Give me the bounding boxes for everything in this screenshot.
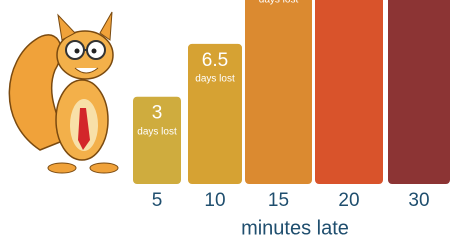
chart: minutes late 3 days lost 5 6.5 days lost 10 da… bbox=[0, 0, 450, 242]
x-axis-label: minutes late bbox=[241, 217, 349, 239]
bar bbox=[245, 0, 312, 184]
bar bbox=[388, 0, 450, 184]
x-tick-label: 20 bbox=[338, 190, 359, 211]
unit-label: days lost bbox=[195, 73, 235, 84]
x-tick-label: 10 bbox=[204, 190, 225, 211]
x-tick-label: 5 bbox=[152, 190, 163, 211]
unit-label: days lost bbox=[137, 126, 177, 137]
squirrel-mascot bbox=[9, 12, 118, 173]
x-tick-label: 30 bbox=[408, 190, 429, 211]
bar bbox=[315, 0, 383, 184]
unit-label: days lost bbox=[259, 0, 299, 6]
page: minutes late 3 days lost 5 6.5 days lost 10 da… bbox=[0, 0, 450, 242]
value-label: 3 bbox=[152, 103, 163, 124]
value-label: 6.5 bbox=[202, 50, 228, 71]
x-tick-label: 15 bbox=[268, 190, 289, 211]
